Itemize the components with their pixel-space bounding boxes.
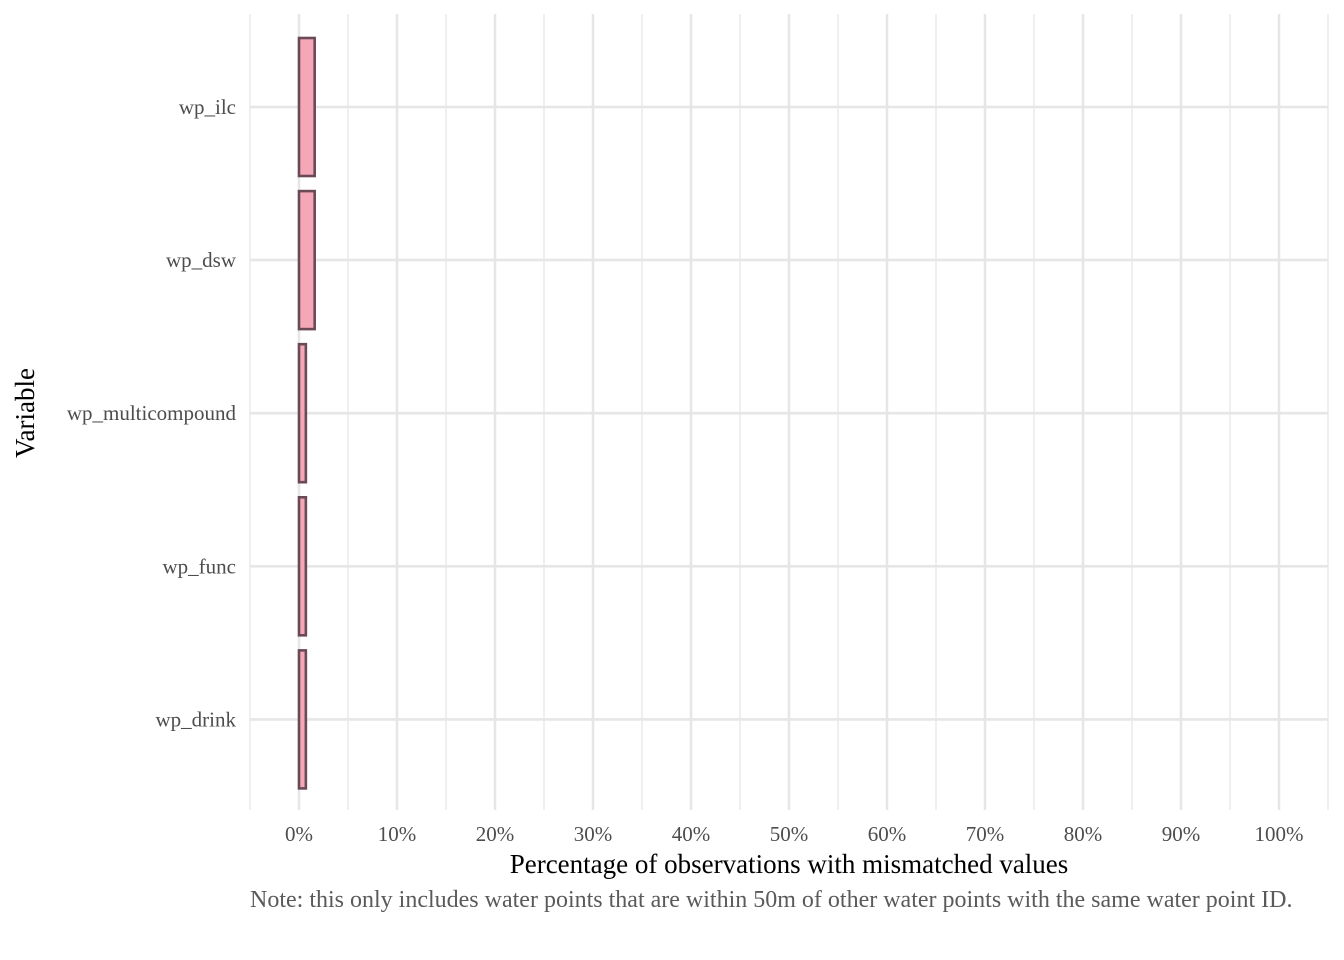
chart-caption: Note: this only includes water points th… [250, 887, 1293, 913]
x-tick-label: 50% [770, 822, 809, 846]
x-axis-title: Percentage of observations with mismatch… [510, 849, 1069, 879]
y-tick-label: wp_dsw [166, 248, 237, 272]
bars [297, 36, 316, 790]
y-tick-label: wp_drink [156, 707, 237, 731]
x-tick-label: 80% [1064, 822, 1103, 846]
grid-lines [249, 14, 1329, 810]
y-tick-label: wp_multicompound [67, 401, 237, 425]
x-tick-label: 20% [476, 822, 515, 846]
x-tick-label: 40% [672, 822, 711, 846]
x-tick-label: 60% [868, 822, 907, 846]
y-tick-label: wp_func [163, 554, 236, 578]
y-tick-label: wp_ilc [179, 95, 236, 119]
bar-wp_multicompound [297, 342, 308, 484]
y-axis-ticks: wp_ilc wp_dsw wp_multicompound wp_func wp_dr… [67, 95, 237, 731]
x-tick-label: 70% [966, 822, 1005, 846]
bar-wp_drink [297, 649, 308, 790]
x-tick-label: 90% [1162, 822, 1201, 846]
x-tick-label: 0% [285, 822, 313, 846]
bar-wp_ilc [297, 36, 316, 178]
x-tick-label: 100% [1255, 822, 1304, 846]
x-tick-label: 10% [378, 822, 417, 846]
x-tick-label: 30% [574, 822, 613, 846]
x-axis-ticks: 0% 10% 20% 30% 40% 50% 60% 70% 80% 90% 100% [285, 822, 1304, 846]
bar-wp_func [297, 495, 308, 637]
y-axis-title: Variable [10, 368, 40, 458]
bar-wp_dsw [297, 189, 316, 331]
